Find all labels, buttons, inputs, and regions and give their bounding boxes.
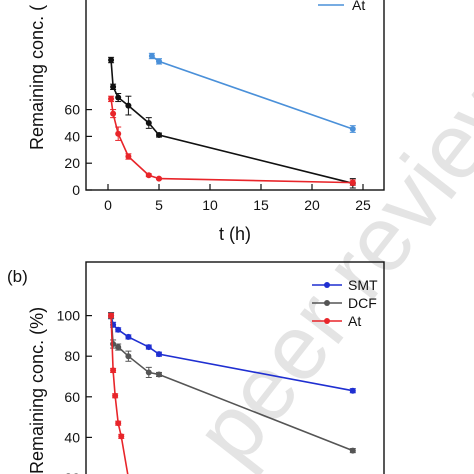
panel-a-ticks: 0 20 40 60 0 5 10 15 20 25 <box>64 102 371 213</box>
panel-a-series-2-point <box>115 94 122 101</box>
panel-b-legend-marker-at <box>324 318 330 324</box>
panel-a-y-tick-label: 20 <box>64 155 80 171</box>
panel-b-legend-label-dcf: DCF <box>348 295 377 311</box>
panel-a-x-tick-label: 0 <box>104 197 112 213</box>
panel-a-series-1-point <box>156 58 162 65</box>
panel-b-legend-label-at: At <box>348 313 361 329</box>
panel-a-series-3-point <box>145 172 152 179</box>
panel-a-series-3-point <box>115 130 122 137</box>
panel-a-x-tick-label: 15 <box>253 197 269 213</box>
panel-a-series-2-point <box>110 83 117 90</box>
panel-a-series-3-point <box>110 110 117 117</box>
panel-a-x-tick-label: 5 <box>155 197 163 213</box>
watermark: peer review <box>175 44 474 474</box>
panel-a-series <box>108 4 356 189</box>
panel-a-series-1-line <box>151 55 354 130</box>
panel-a-series-3-line <box>110 98 353 184</box>
panel-b-y-axis-title: Remaining conc. (%) <box>27 307 47 474</box>
panel-a-y-tick-label: 0 <box>72 182 80 198</box>
panel-b-dcf-point <box>349 447 356 454</box>
panel-b-legend-marker-smt <box>324 282 330 288</box>
panel-b: 20 40 60 80 100 (b) Remaining conc. (%) SMT … <box>7 261 385 474</box>
panel-a-series-3-point <box>156 175 162 182</box>
panel-a-series-2-point <box>145 120 152 126</box>
panel-a-plot-frame <box>85 0 385 191</box>
panel-b-y-tick-label: 60 <box>64 389 80 405</box>
panel-a: 0 20 40 60 0 5 10 15 20 25 t (h) Remaining conc. … <box>27 0 385 244</box>
panel-b-label: (b) <box>7 267 28 286</box>
panel-b-ticks: 20 40 60 80 100 <box>57 308 92 474</box>
panel-a-series-3-point <box>349 179 356 186</box>
panel-b-at-point <box>118 433 125 440</box>
panel-b-dcf-point <box>145 369 152 376</box>
panel-a-series-3-point <box>125 153 132 160</box>
panel-b-at-point <box>112 392 119 399</box>
panel-b-smt-point <box>156 351 162 358</box>
panel-b-dcf-point <box>156 371 162 378</box>
panel-b-dcf-point <box>115 344 122 351</box>
panel-a-y-tick-label: 40 <box>64 128 80 144</box>
panel-a-x-axis-title: t (h) <box>219 224 251 244</box>
panel-a-x-tick-label: 25 <box>355 197 371 213</box>
panel-b-smt-point <box>125 333 132 340</box>
panel-b-dcf-point <box>125 353 132 360</box>
panel-b-at-point <box>110 367 117 374</box>
panel-b-y-tick-label: 100 <box>57 308 81 324</box>
panel-b-legend-label-smt: SMT <box>348 277 378 293</box>
panel-a-series-1-point <box>349 126 356 133</box>
panel-b-legend-marker-dcf <box>324 300 330 306</box>
panel-b-smt-point <box>115 326 122 333</box>
panel-b-plot-frame <box>85 261 385 474</box>
panel-a-y-axis-title: Remaining conc. ( <box>27 5 47 150</box>
panel-a-series-3-point <box>108 95 115 102</box>
panel-b-series <box>108 312 356 474</box>
panel-b-at-point <box>115 420 122 427</box>
panel-a-x-tick-label: 20 <box>304 197 320 213</box>
panel-b-smt-point <box>145 344 152 351</box>
panel-b-legend: SMT DCF At <box>312 277 378 329</box>
panel-a-y-tick-label: 60 <box>64 102 80 118</box>
panel-a-series-2-point <box>125 102 132 109</box>
panel-b-at-point <box>108 312 115 319</box>
panel-a-series-2-point <box>108 57 115 64</box>
panel-b-y-tick-label: 20 <box>64 470 80 474</box>
panel-a-legend-label-at: At <box>352 0 365 13</box>
panel-b-smt-point <box>349 387 356 394</box>
panel-b-y-tick-label: 80 <box>64 348 80 364</box>
panel-b-legend-marks <box>312 282 342 324</box>
panel-a-series-1-point <box>148 53 155 59</box>
panel-a-x-tick-label: 10 <box>202 197 218 213</box>
panel-b-at-line <box>110 315 129 474</box>
panel-b-y-tick-label: 40 <box>64 429 80 445</box>
panel-a-series-2-point <box>156 132 162 139</box>
